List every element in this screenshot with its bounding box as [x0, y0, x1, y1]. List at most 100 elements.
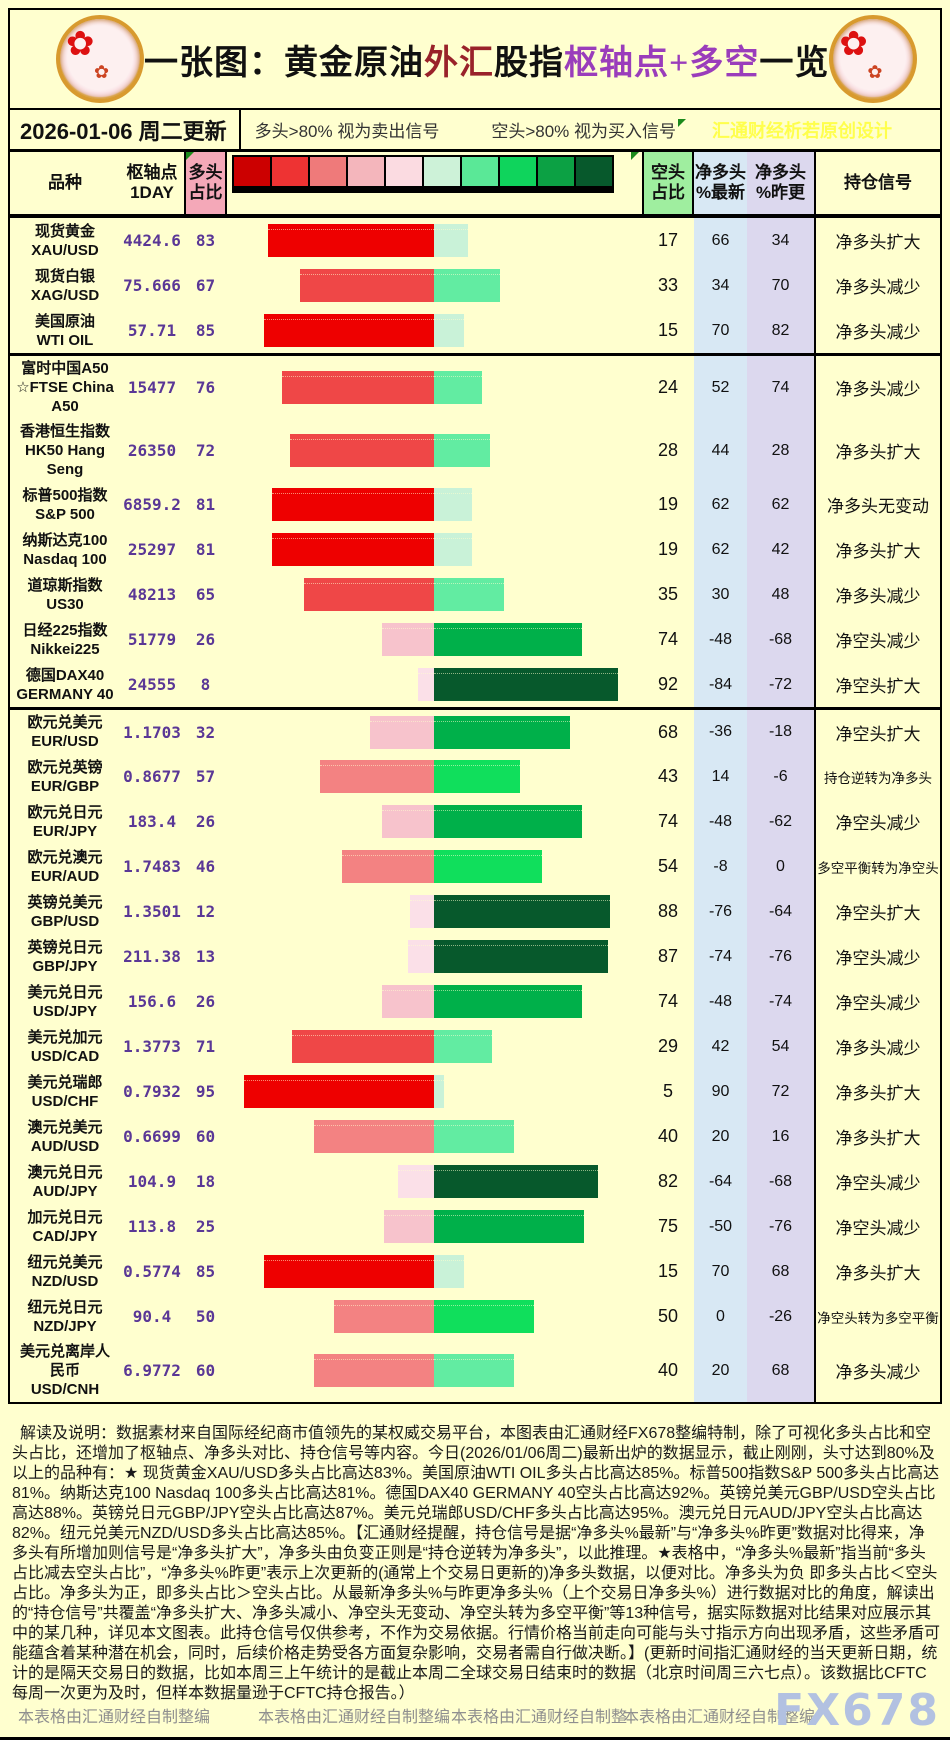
long-bar [314, 1354, 434, 1387]
long-percent: 76 [195, 378, 216, 397]
long-percent: 8 [200, 675, 211, 694]
bar-track [227, 1120, 642, 1153]
pivot-value: 113.8 [127, 1217, 177, 1236]
pivot-value: 6859.2 [123, 495, 181, 514]
short-percent: 50 [657, 1306, 679, 1326]
short-bar [434, 371, 482, 404]
short-percent: 82 [657, 1171, 679, 1191]
bar-track [227, 224, 642, 257]
net-long-latest: 70 [694, 308, 747, 353]
instrument-name: 美元兑离岸人 民币 USD/CNH [10, 1339, 120, 1402]
instrument-name-line: 英镑兑日元 [27, 938, 103, 956]
net-long-latest: 42 [694, 1024, 747, 1069]
instrument-name-line: Nasdaq 100 [23, 550, 107, 568]
infographic-frame: ✿ ✿ 一张图：黄金原油外汇股指枢轴点+多空一览 ✿ ✿ 2026-01-06 … [8, 8, 942, 1404]
long-percent: 95 [195, 1082, 216, 1101]
explanation-text: 解读及说明：数据素材来自国际经纪商市值领先的某权威交易平台，本图表由汇通财经FX… [12, 1425, 941, 1702]
pivot-value: 4424.6 [123, 231, 181, 250]
net-long-prev: -62 [747, 799, 814, 844]
bar-track [227, 314, 642, 347]
table-row: 美元兑瑞郎 USD/CHF 0.7932 95 5 90 72 净多头扩大 [10, 1069, 940, 1114]
legend-color-swatch [270, 155, 310, 188]
short-signal-note: 空头>80% 视为买入信号 [491, 122, 677, 141]
long-percent: 65 [195, 585, 216, 604]
pivot-value: 156.6 [127, 992, 177, 1011]
long-bar [264, 314, 434, 347]
long-short-bar [227, 1069, 642, 1114]
bar-track [227, 269, 642, 302]
instrument-name: 英镑兑日元 GBP/JPY [10, 934, 120, 979]
table-row: 澳元兑美元 AUD/USD 0.6699 60 40 20 16 净多头扩大 [10, 1114, 940, 1159]
net-long-latest: -64 [694, 1159, 747, 1204]
long-bar [244, 1075, 434, 1108]
net-long-latest: 30 [694, 572, 747, 617]
long-short-bar [227, 1249, 642, 1294]
table-row: 美元兑离岸人 民币 USD/CNH 6.9772 60 40 20 68 净多头减少 [10, 1339, 940, 1402]
long-bar [334, 1300, 434, 1333]
table-row: 富时中国A50 ☆FTSE China A50 15477 76 24 52 74 净多头减少 [10, 353, 940, 419]
net-long-prev: -26 [747, 1294, 814, 1339]
net-long-latest: 62 [694, 482, 747, 527]
bar-track [227, 371, 642, 404]
table-body: 现货黄金 XAU/USD 4424.6 83 17 66 34 净多头扩大 现货白银 XAG/US… [10, 218, 940, 1402]
long-short-bar [227, 482, 642, 527]
instrument-name: 德国DAX40 GERMANY 40 [10, 662, 120, 707]
instrument-name-line: 富时中国A50 [21, 360, 109, 377]
instrument-name-line: GBP/USD [30, 912, 100, 930]
instrument-name-line: CAD/JPY [32, 1227, 98, 1245]
pivot-value: 51779 [127, 630, 177, 649]
legend-color-swatch [346, 155, 386, 188]
position-signal: 净空头扩大 [814, 889, 940, 934]
instrument-name-line: 美元兑瑞郎 [27, 1073, 103, 1091]
instrument-name: 香港恒生指数 HK50 Hang Seng [10, 419, 120, 482]
long-bar [320, 760, 434, 793]
short-percent: 35 [657, 584, 679, 604]
short-bar [434, 578, 504, 611]
bar-track [227, 1300, 642, 1333]
short-percent: 28 [657, 440, 679, 460]
col-header-long-pct: 多头 占比 [184, 152, 227, 214]
short-percent: 92 [657, 674, 679, 694]
pivot-value: 90.4 [132, 1307, 172, 1326]
net-long-latest: -48 [694, 799, 747, 844]
instrument-name-line: 加元兑日元 [27, 1208, 103, 1226]
legend-color-swatch [308, 155, 348, 188]
instrument-name: 澳元兑日元 AUD/JPY [10, 1159, 120, 1204]
short-bar [434, 224, 468, 257]
instrument-name: 现货黄金 XAU/USD [10, 218, 120, 263]
pivot-value: 1.3501 [123, 902, 181, 921]
position-signal: 净空头减少 [814, 1204, 940, 1249]
instrument-name-line: Seng [46, 461, 84, 478]
net-long-prev: 34 [747, 218, 814, 263]
long-percent: 12 [195, 902, 216, 921]
col-header-net-latest: 净多头 %最新 [694, 152, 747, 214]
net-long-latest: -50 [694, 1204, 747, 1249]
net-long-prev: -76 [747, 934, 814, 979]
long-bar [418, 668, 434, 701]
short-bar [434, 805, 582, 838]
instrument-name-line: 日经225指数 [22, 621, 108, 639]
position-signal: 净多头减少 [814, 308, 940, 353]
long-percent: 60 [195, 1361, 216, 1380]
bar-track [227, 578, 642, 611]
short-percent: 54 [657, 856, 679, 876]
position-signal: 净多头扩大 [814, 1249, 940, 1294]
instrument-name-line: 纽元兑美元 [27, 1253, 103, 1271]
bar-track [227, 623, 642, 656]
long-percent: 46 [195, 857, 216, 876]
bar-track [227, 715, 642, 749]
long-short-bar [227, 889, 642, 934]
short-bar [434, 895, 610, 928]
pivot-value: 0.7932 [123, 1082, 181, 1101]
net-long-prev: 70 [747, 263, 814, 308]
long-short-bar [227, 662, 642, 707]
position-signal: 持仓逆转为净多头 [814, 754, 940, 799]
net-long-prev: -74 [747, 979, 814, 1024]
short-bar [434, 760, 520, 793]
long-bar [382, 985, 434, 1018]
credit-text: 本表格由汇通财经自制整 [451, 1709, 628, 1726]
long-short-bar [227, 527, 642, 572]
pivot-value: 6.9772 [123, 1361, 181, 1380]
long-percent: 26 [195, 630, 216, 649]
long-percent: 25 [195, 1217, 216, 1236]
